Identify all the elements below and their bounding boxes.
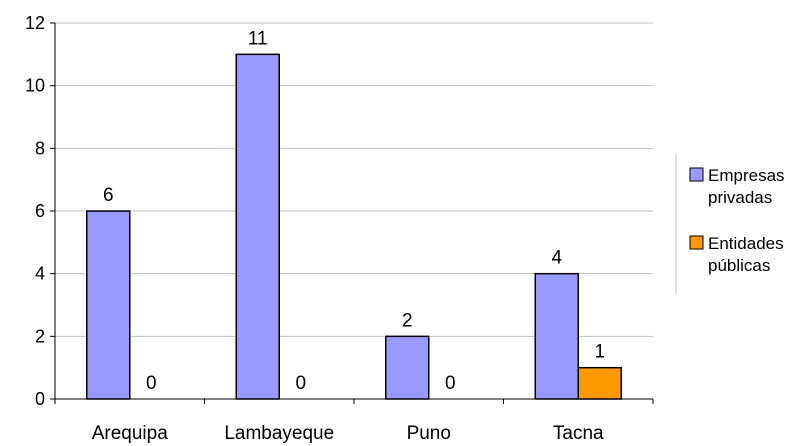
category-label: Lambayeque: [224, 423, 334, 444]
data-label: 0: [295, 373, 306, 394]
axes: [50, 22, 654, 404]
bar-empresas-privadas: [235, 53, 280, 400]
category-label: Tacna: [553, 423, 604, 444]
y-tick-label: 8: [35, 138, 45, 158]
data-label: 0: [445, 373, 456, 394]
data-labels: 6 0 11 0 2 0 4 1: [103, 28, 605, 394]
bar-empresas-privadas: [385, 335, 430, 400]
data-label: 6: [103, 185, 114, 206]
data-label: 1: [594, 342, 605, 363]
y-tick-label: 12: [25, 13, 45, 33]
y-tick-label: 2: [35, 326, 45, 346]
legend-label: privadas: [708, 188, 772, 207]
legend: Empresas privadas Entidades públicas: [675, 154, 785, 294]
category-labels: Arequipa Lambayeque Puno Tacna: [92, 423, 604, 444]
bar-entidades-publicas: [577, 366, 622, 400]
bars: [86, 53, 622, 400]
y-tick-label: 4: [35, 264, 45, 284]
legend-label: Empresas: [708, 166, 785, 185]
category-label: Arequipa: [92, 423, 168, 444]
y-tick-label: 6: [35, 201, 45, 221]
bar-empresas-privadas: [534, 272, 579, 400]
bar-empresas-privadas: [86, 210, 131, 400]
y-tick-labels: 0 2 4 6 8 10 12: [25, 13, 45, 409]
y-tick-label: 0: [35, 389, 45, 409]
legend-swatch: [689, 167, 704, 182]
data-label: 2: [402, 310, 413, 331]
legend-label: públicas: [708, 256, 770, 275]
y-tick-label: 10: [25, 76, 45, 96]
legend-label: Entidades: [708, 234, 784, 253]
data-label: 0: [146, 373, 157, 394]
data-label: 4: [551, 248, 562, 269]
data-label: 11: [248, 28, 268, 49]
category-label: Puno: [407, 423, 451, 444]
legend-swatch: [689, 235, 704, 250]
